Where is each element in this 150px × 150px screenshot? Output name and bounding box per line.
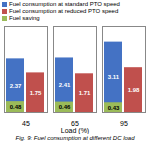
svg-text:1.75: 1.75 — [30, 90, 42, 96]
html-text:Fuel consumption at reduced PT: Fuel consumption at reduced PTO speed — [9, 8, 119, 14]
html-text:Fuel consumption at standard P: Fuel consumption at standard PTO speed — [9, 1, 120, 7]
svg-text:1.98: 1.98 — [128, 87, 140, 93]
svg-text:2.37: 2.37 — [10, 83, 22, 89]
svg-text:1.71: 1.71 — [79, 90, 91, 96]
html-text:Fig. 9: Fuel consumption at di: Fig. 9: Fuel consumption at different DC… — [15, 135, 135, 141]
svg-text:95: 95 — [120, 120, 128, 127]
svg-text:Load (%): Load (%) — [61, 127, 89, 135]
svg-text:65: 65 — [71, 120, 79, 128]
html-text:Fuel saving: Fuel saving — [9, 15, 40, 21]
svg-text:0.46: 0.46 — [59, 104, 71, 110]
svg-text:3.11: 3.11 — [108, 74, 120, 80]
svg-text:2.41: 2.41 — [59, 82, 71, 88]
svg-text:0.48: 0.48 — [10, 104, 22, 110]
svg-text:45: 45 — [22, 120, 30, 127]
svg-text:0.43: 0.43 — [108, 105, 120, 111]
